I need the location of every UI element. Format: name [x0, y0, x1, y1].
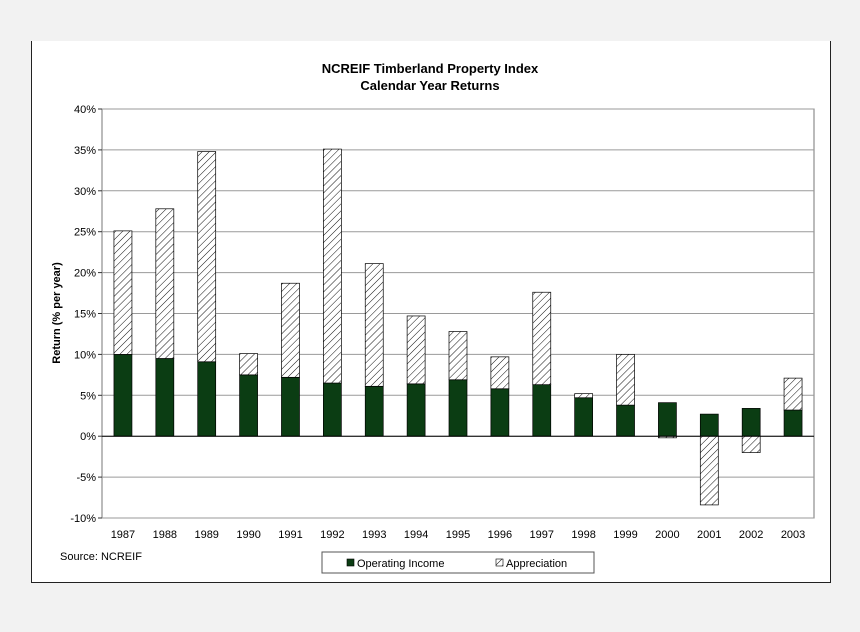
- bar-appreciation: [448, 331, 468, 381]
- bar-operating-income: [155, 358, 175, 437]
- x-tick-label: 2002: [739, 529, 763, 541]
- bar-appreciation: [490, 356, 510, 390]
- y-tick-label: 35%: [74, 145, 96, 157]
- bar-operating-income: [741, 408, 761, 437]
- chart-subtitle: Calendar Year Returns: [360, 78, 499, 93]
- legend-swatch-operating-income: [346, 558, 355, 567]
- legend-box: [321, 551, 595, 574]
- bar-appreciation: [113, 230, 133, 355]
- y-tick-label: 10%: [74, 349, 96, 361]
- bar-operating-income: [239, 374, 258, 437]
- x-tick-label: 1989: [194, 529, 218, 541]
- y-tick-label: -10%: [70, 513, 96, 525]
- y-tick-label: 40%: [74, 104, 96, 116]
- bar-operating-income: [783, 409, 803, 437]
- bar-operating-income: [197, 361, 217, 437]
- legend-label-appreciation: Appreciation: [506, 558, 567, 570]
- x-tick-label: 1997: [530, 529, 554, 541]
- x-tick-label: 1990: [236, 529, 260, 541]
- x-tick-label: 1991: [278, 529, 302, 541]
- x-tick-label: 2003: [781, 529, 805, 541]
- x-tick-label: 2001: [697, 529, 721, 541]
- bar-appreciation: [239, 353, 258, 376]
- x-tick-label: 1994: [404, 529, 428, 541]
- x-tick-label: 1992: [320, 529, 344, 541]
- x-tick-label: 1998: [571, 529, 595, 541]
- bar-operating-income: [532, 384, 552, 437]
- x-tick-label: 1987: [111, 529, 135, 541]
- bar-operating-income: [113, 354, 133, 437]
- plot-area: -10% -5% 0% 5% 10% 15% 20% 25% 30% 35% 40% 1987 1988…: [70, 104, 815, 541]
- bar-operating-income: [490, 388, 510, 437]
- bar-appreciation: [364, 263, 384, 387]
- bar-operating-income: [406, 383, 426, 437]
- bar-operating-income: [448, 379, 468, 437]
- y-tick-label: 20%: [74, 268, 96, 280]
- bar-operating-income: [699, 413, 719, 437]
- bar-operating-income: [658, 402, 677, 437]
- bar-appreciation: [155, 208, 175, 359]
- bar-appreciation: [574, 393, 593, 399]
- x-tick-label: 1996: [488, 529, 512, 541]
- y-tick-label: 5%: [80, 390, 96, 402]
- bar-appreciation: [532, 291, 552, 386]
- y-tick-label: 0%: [80, 431, 96, 443]
- bar-appreciation: [323, 148, 342, 384]
- bar-operating-income: [323, 382, 342, 437]
- legend: Operating Income Appreciation: [321, 551, 595, 574]
- x-tick-label: 1988: [153, 529, 177, 541]
- bar-appreciation: [699, 435, 719, 506]
- y-tick-label: 25%: [74, 227, 96, 239]
- bar-appreciation: [616, 354, 635, 406]
- y-tick-label: -5%: [76, 472, 96, 484]
- y-tick-label: 15%: [74, 309, 96, 321]
- y-axis-label: Return (% per year): [51, 262, 63, 364]
- bar-appreciation: [281, 282, 300, 378]
- x-tick-label: 2000: [655, 529, 679, 541]
- source-note: Source: NCREIF: [60, 551, 142, 563]
- bar-appreciation: [406, 315, 426, 385]
- legend-label-operating-income: Operating Income: [357, 558, 444, 570]
- bar-operating-income: [364, 385, 384, 437]
- bar-operating-income: [281, 376, 300, 437]
- y-tick-label: 30%: [74, 186, 96, 198]
- x-tick-label: 1995: [446, 529, 470, 541]
- bar-operating-income: [616, 404, 635, 437]
- x-tick-label: 1993: [362, 529, 386, 541]
- x-tick-label: 1999: [613, 529, 637, 541]
- bar-appreciation: [741, 435, 761, 453]
- bar-appreciation: [783, 377, 803, 411]
- bar-appreciation: [197, 151, 217, 363]
- legend-swatch-appreciation: [495, 558, 504, 567]
- bar-operating-income: [574, 397, 593, 437]
- chart-title: NCREIF Timberland Property Index: [322, 61, 539, 76]
